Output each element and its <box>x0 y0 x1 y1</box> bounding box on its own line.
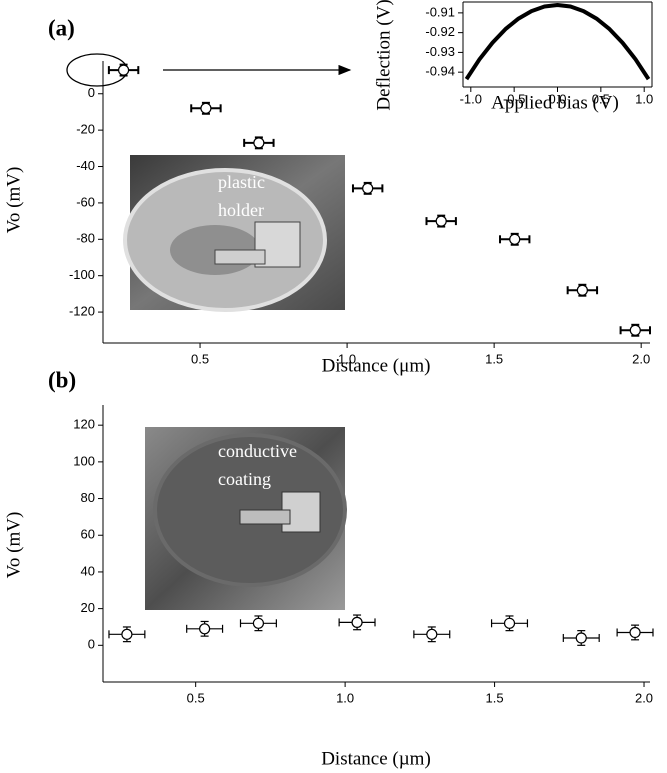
y-tick-label: 60 <box>81 527 95 542</box>
x-axis-title: Applied bias (V) <box>491 92 619 113</box>
x-tick-label: 0.5 <box>191 351 209 366</box>
curve <box>464 2 651 81</box>
data-point <box>503 617 516 629</box>
y-tick-label: 0 <box>88 85 95 100</box>
data-point <box>200 102 212 114</box>
data-point <box>435 215 447 227</box>
y-tick-label: -0.91 <box>425 4 455 19</box>
x-tick-label: -1.0 <box>460 91 482 106</box>
data-point <box>426 628 438 640</box>
y-tick-label: 80 <box>81 490 95 505</box>
x-tick-label: 1.0 <box>338 351 356 366</box>
y-tick-label: 120 <box>73 417 95 432</box>
y-axis-title: Vo (mV) <box>3 512 24 579</box>
x-tick-label: 2.0 <box>635 690 653 705</box>
x-tick-label: 1.0 <box>336 690 354 705</box>
photo-label: plastic <box>218 172 265 192</box>
x-tick-label: -0.5 <box>503 91 525 106</box>
x-tick-label: 0.0 <box>548 91 566 106</box>
x-tick-label: 2.0 <box>632 351 650 366</box>
x-tick-label: 1.0 <box>635 91 653 106</box>
panel-label: (a) <box>48 15 75 40</box>
data-point <box>509 233 521 245</box>
y-tick-label: -0.92 <box>425 24 455 39</box>
data-point <box>575 632 587 644</box>
photo-conductive-coating: conductive coating <box>145 427 347 610</box>
data-point <box>199 623 211 635</box>
y-axis-title: Deflection (V) <box>373 0 394 111</box>
y-tick-label: -80 <box>76 231 95 246</box>
photo-plastic-holder: plastic holder <box>123 155 345 312</box>
y-tick-label: 0 <box>88 637 95 652</box>
x-tick-label: 1.5 <box>486 690 504 705</box>
y-tick-label: 20 <box>81 600 95 615</box>
y-tick-label: -20 <box>76 122 95 137</box>
data-point <box>629 324 641 336</box>
y-tick-label: -60 <box>76 194 95 209</box>
photo-label: holder <box>218 200 264 220</box>
y-tick-label: -0.93 <box>425 44 455 59</box>
y-tick-label: -120 <box>69 304 95 319</box>
data-point <box>351 616 363 628</box>
x-tick-label: 1.5 <box>485 351 503 366</box>
data-point <box>629 626 641 639</box>
y-tick-label: 100 <box>73 453 95 468</box>
x-axis-title: Distance (μm) <box>322 355 431 376</box>
data-point <box>576 284 588 296</box>
x-tick-label: 0.5 <box>187 690 205 705</box>
data-point <box>252 617 265 629</box>
data-point <box>117 64 130 76</box>
data-point <box>121 628 133 640</box>
y-tick-label: -0.94 <box>425 64 455 79</box>
photo-label: coating <box>218 469 271 489</box>
data-point <box>362 182 374 194</box>
y-tick-label: -40 <box>76 158 95 173</box>
photo-label: conductive <box>218 441 297 461</box>
x-tick-label: 0.5 <box>592 91 610 106</box>
y-tick-label: 40 <box>81 563 95 578</box>
y-tick-label: -100 <box>69 267 95 282</box>
y-axis-title: Vo (mV) <box>3 167 24 234</box>
panel-label: (b) <box>48 367 76 392</box>
x-axis-title: Distance (µm) <box>321 748 431 769</box>
data-point <box>253 137 265 149</box>
